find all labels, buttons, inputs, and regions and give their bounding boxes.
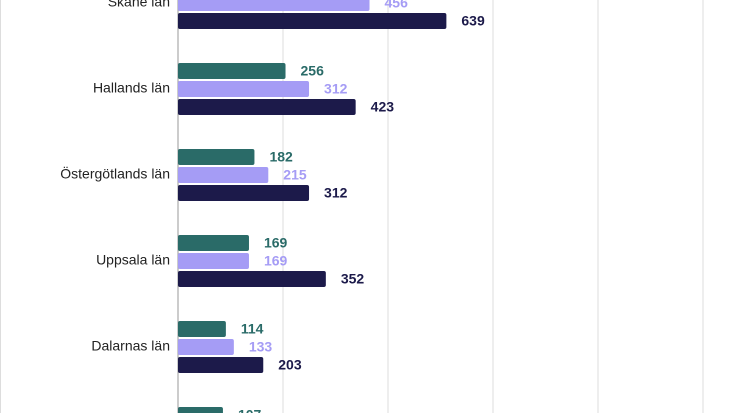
bar — [178, 339, 234, 355]
bar — [178, 253, 249, 269]
bar — [178, 235, 249, 251]
category-label: Östergötlands län — [60, 165, 170, 182]
bar — [178, 271, 326, 287]
category-label: Dalarnas län — [91, 338, 170, 354]
bar — [178, 149, 255, 165]
value-label: 639 — [461, 13, 485, 29]
value-label: 182 — [269, 149, 293, 165]
bar — [178, 407, 223, 413]
value-label: 423 — [371, 99, 395, 115]
value-label: 133 — [249, 339, 273, 355]
value-label: 203 — [278, 357, 302, 373]
category-label: Hallands län — [93, 80, 170, 96]
bar — [178, 167, 269, 183]
value-label: 107 — [238, 407, 262, 413]
category-label: Skåne län — [108, 0, 170, 10]
value-label: 169 — [264, 235, 288, 251]
bar — [178, 185, 310, 201]
bar — [178, 0, 370, 11]
bar — [178, 63, 286, 79]
value-label: 114 — [241, 321, 264, 337]
value-label: 352 — [341, 271, 365, 287]
bar — [178, 99, 356, 115]
value-label: 169 — [264, 253, 288, 269]
bar — [178, 357, 264, 373]
value-label: 456 — [385, 0, 409, 11]
bar — [178, 81, 310, 97]
value-label: 312 — [324, 185, 348, 201]
value-label: 312 — [324, 81, 348, 97]
value-label: 256 — [301, 63, 325, 79]
value-label: 215 — [283, 167, 307, 183]
category-label: Uppsala län — [96, 252, 170, 268]
bar — [178, 13, 447, 29]
bar — [178, 321, 226, 337]
